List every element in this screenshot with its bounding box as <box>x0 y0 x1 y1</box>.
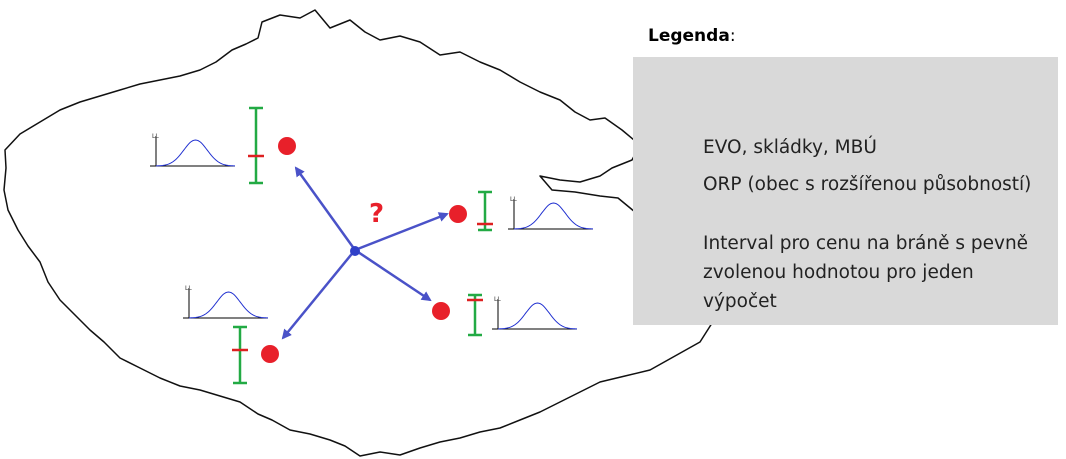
legend-title-text: Legenda <box>648 26 730 46</box>
evo-dot <box>432 302 450 320</box>
legend-box: EVO, skládky, MBÚ ORP (obec s rozšířenou… <box>633 57 1058 325</box>
legend-item: EVO, skládky, MBÚ <box>703 137 877 158</box>
evo-dot <box>278 137 296 155</box>
question-mark: ? <box>369 199 384 229</box>
country-outline <box>3 9 723 457</box>
arrow <box>354 212 449 252</box>
legend-title-suffix: : <box>729 26 736 46</box>
arrow <box>281 249 356 340</box>
gauss-curve <box>498 302 577 330</box>
plot-label: LL <box>510 196 517 203</box>
plot-label: LL <box>152 133 159 140</box>
arrow <box>354 248 432 302</box>
evo-dots <box>261 137 686 363</box>
arrows <box>281 166 449 340</box>
gauss-curve <box>514 202 593 230</box>
plot-label: LL <box>494 296 501 303</box>
gauss-curve <box>156 139 235 167</box>
arrow <box>294 166 357 251</box>
legend-item: ORP (obec s rozšířenou působností) <box>703 174 1032 195</box>
orp-dot <box>350 246 360 256</box>
legend-item: Interval pro cenu na bráně s pevně zvole… <box>703 233 1029 312</box>
plot-label: LL <box>185 285 192 292</box>
legend-title: Legenda: <box>648 26 736 46</box>
evo-dot <box>449 205 467 223</box>
evo-dot <box>261 345 279 363</box>
gauss-curve <box>189 291 268 319</box>
intervals <box>232 106 685 385</box>
plots: LL LL LL LL <box>150 133 593 330</box>
